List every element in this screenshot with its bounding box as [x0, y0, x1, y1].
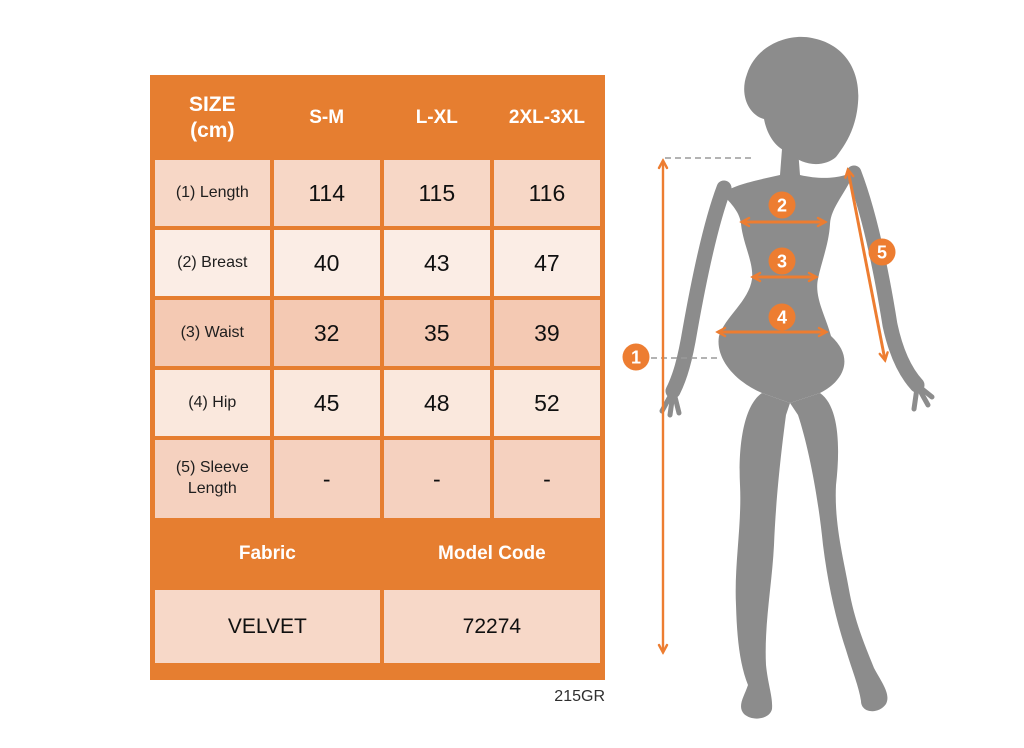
silhouette-left-hand	[659, 388, 682, 418]
marker-3-number: 3	[777, 252, 787, 272]
silhouette-left-arm	[665, 180, 732, 399]
length-l-xl: 115	[383, 160, 490, 226]
female-silhouette	[659, 36, 935, 719]
breast-s-m: 40	[273, 230, 380, 296]
hip-l-xl: 48	[383, 370, 490, 436]
sleeve-l-xl: -	[383, 440, 490, 518]
breast-l-xl: 43	[383, 230, 490, 296]
silhouette-head	[744, 36, 859, 165]
length-2xl-3xl: 116	[493, 160, 600, 226]
marker-3-waist: 3	[768, 247, 796, 275]
marker-5-number: 5	[877, 243, 887, 263]
silhouette-right-leg	[790, 393, 888, 712]
size-unit-header: SIZE (cm)	[155, 80, 270, 156]
fabric-header: Fabric	[155, 522, 380, 586]
marker-2-breast: 2	[768, 191, 796, 219]
hip-2xl-3xl: 52	[493, 370, 600, 436]
marker-2-number: 2	[777, 196, 787, 216]
silhouette-right-hand	[911, 382, 935, 412]
waist-l-xl: 35	[383, 300, 490, 366]
marker-5-sleeve: 5	[868, 238, 896, 266]
column-header-s-m: S-M	[273, 80, 380, 156]
marker-1-length: 1	[622, 343, 650, 371]
length-s-m: 114	[273, 160, 380, 226]
size-table: SIZE (cm) S-M L-XL 2XL-3XL (1) Length 11…	[150, 75, 605, 680]
marker-4-hip: 4	[768, 303, 796, 331]
waist-s-m: 32	[273, 300, 380, 366]
marker-1-number: 1	[631, 348, 641, 368]
column-header-l-xl: L-XL	[383, 80, 490, 156]
silhouette-right-arm	[846, 165, 925, 393]
row-label-breast: (2) Breast	[155, 230, 270, 296]
sleeve-arrow	[848, 170, 885, 360]
weight-note: 215GR	[554, 688, 605, 705]
model-code-value: 72274	[383, 590, 600, 663]
marker-4-number: 4	[777, 308, 787, 328]
waist-2xl-3xl: 39	[493, 300, 600, 366]
row-label-hip: (4) Hip	[155, 370, 270, 436]
row-label-length: (1) Length	[155, 160, 270, 226]
silhouette-left-leg	[735, 393, 790, 719]
row-label-waist: (3) Waist	[155, 300, 270, 366]
row-label-sleeve-length: (5) Sleeve Length	[155, 440, 270, 518]
measurement-arrows	[663, 161, 885, 652]
body-measurement-figure: 1 2 3 4 5	[615, 25, 985, 725]
fabric-value: VELVET	[155, 590, 380, 663]
sleeve-2xl-3xl: -	[493, 440, 600, 518]
model-code-header: Model Code	[383, 522, 600, 586]
measurement-markers: 1 2 3 4 5	[622, 191, 896, 371]
column-header-2xl-3xl: 2XL-3XL	[493, 80, 600, 156]
breast-2xl-3xl: 47	[493, 230, 600, 296]
measurement-figure-svg: 1 2 3 4 5	[622, 36, 935, 719]
hip-s-m: 45	[273, 370, 380, 436]
sleeve-s-m: -	[273, 440, 380, 518]
